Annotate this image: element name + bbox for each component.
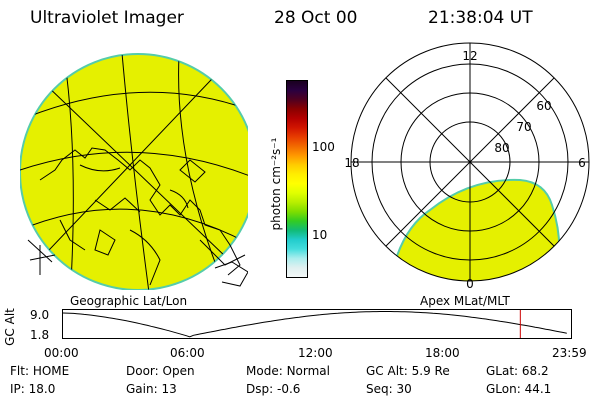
status-door: Door: Open xyxy=(126,364,195,378)
lat-label-80: 80 xyxy=(494,141,509,155)
altitude-curve xyxy=(62,311,567,338)
status-dsp: Dsp: -0.6 xyxy=(246,382,301,396)
colorbar-unit-label: photon cm⁻²s⁻¹ xyxy=(269,137,283,231)
lat-label-60: 60 xyxy=(536,99,551,113)
timeline-xtick-0600: 06:00 xyxy=(170,346,205,360)
uv-image-disk xyxy=(20,53,248,290)
status-gc-alt: GC Alt: 5.9 Re xyxy=(366,364,450,378)
status-mode: Mode: Normal xyxy=(246,364,330,378)
timeline-axis-label: GC Alt xyxy=(3,308,17,346)
timeline-frame xyxy=(62,309,572,339)
coastline xyxy=(27,147,248,287)
timeline-xtick-2359: 23:59 xyxy=(552,346,587,360)
time-label: 21:38:04 UT xyxy=(428,8,533,28)
status-ip: IP: 18.0 xyxy=(10,382,56,396)
geographic-map xyxy=(20,53,248,290)
lat-label-70: 70 xyxy=(516,120,531,134)
right-plot-caption: Apex MLat/MLT xyxy=(420,294,510,308)
app-title: Ultraviolet Imager xyxy=(30,8,184,28)
mlt-label-18: 18 xyxy=(344,156,359,170)
timeline-xtick-0000: 00:00 xyxy=(44,346,79,360)
mlt-label-0: 0 xyxy=(466,277,474,291)
mlt-label-12: 12 xyxy=(462,49,477,63)
polar-grid xyxy=(350,42,590,282)
status-gain: Gain: 13 xyxy=(126,382,177,396)
colorbar xyxy=(286,80,308,278)
status-flt: Flt: HOME xyxy=(10,364,70,378)
timeline-ytick-min: 1.8 xyxy=(30,328,50,342)
colorbar-tick-100: 100 xyxy=(312,140,335,154)
status-seq: Seq: 30 xyxy=(366,382,412,396)
polar-plot: 12 18 6 0 60 70 80 xyxy=(344,42,590,291)
mlt-label-6: 6 xyxy=(578,156,586,170)
colorbar-tick-10: 10 xyxy=(312,228,328,242)
timeline-xtick-1800: 18:00 xyxy=(425,346,460,360)
timeline-ytick-max: 9.0 xyxy=(30,308,50,322)
left-map-caption: Geographic Lat/Lon xyxy=(70,294,188,308)
date-label: 28 Oct 00 xyxy=(274,8,358,28)
timeline-xtick-1200: 12:00 xyxy=(298,346,333,360)
altitude-timeline xyxy=(62,309,572,339)
status-glat: GLat: 68.2 xyxy=(486,364,549,378)
status-glon: GLon: 44.1 xyxy=(486,382,552,396)
